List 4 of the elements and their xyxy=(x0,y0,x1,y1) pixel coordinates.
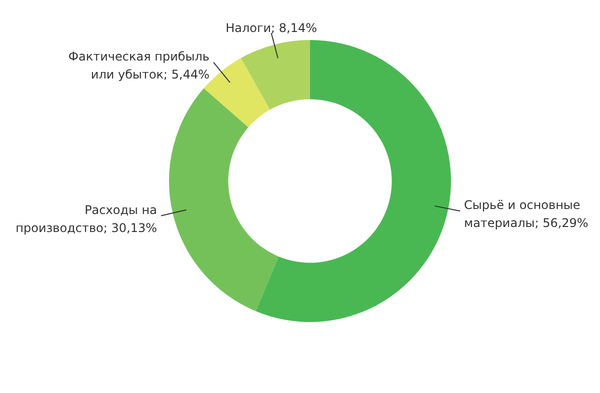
slice-label: Сырьё и основные материалы; 56,29% xyxy=(464,198,588,230)
slice-label: Фактическая прибыль или убыток; 5,44% xyxy=(68,49,210,82)
slice-label: Расходы на производство; 30,13% xyxy=(16,202,157,235)
slice-label: Налоги; 8,14% xyxy=(226,21,318,36)
